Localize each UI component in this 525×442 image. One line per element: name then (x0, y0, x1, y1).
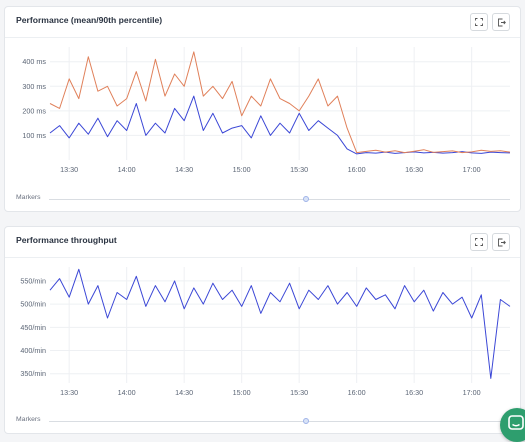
x-tick-label: 16:00 (348, 388, 366, 397)
x-tick-label: 16:30 (405, 388, 423, 397)
series-line-0 (49, 268, 511, 379)
x-tick-label: 15:00 (233, 165, 251, 174)
expand-icon (475, 238, 483, 246)
markers-track (49, 199, 510, 200)
x-tick-label: 17:00 (463, 388, 481, 397)
chat-widget-button[interactable] (500, 408, 525, 442)
markers-label: Markers (16, 194, 41, 201)
y-tick-label: 500/min (20, 300, 46, 309)
expand-button[interactable] (470, 13, 488, 31)
x-tick-label: 13:30 (60, 388, 78, 397)
markers-track (49, 421, 510, 422)
y-tick-label: 100 ms (22, 131, 46, 140)
y-tick-label: 300 ms (22, 82, 46, 91)
x-tick-label: 14:30 (175, 165, 193, 174)
x-tick-label: 15:00 (233, 388, 251, 397)
x-tick-label: 15:30 (290, 165, 308, 174)
y-tick-label: 450/min (20, 323, 46, 332)
expand-icon (475, 18, 483, 26)
x-tick-label: 14:00 (118, 388, 136, 397)
panel-header: Performance (mean/90th percentile) (5, 7, 520, 38)
expand-button[interactable] (470, 233, 488, 251)
y-tick-label: 550/min (20, 276, 46, 285)
y-tick-label: 200 ms (22, 106, 46, 115)
performance-chart: 13:30 14:00 14:30 15:00 15:30 16:00 16:30 17:00… (22, 47, 511, 174)
series-line-1 (49, 51, 511, 154)
export-button[interactable] (492, 13, 510, 31)
x-tick-label: 14:00 (118, 165, 136, 174)
y-tick-label: 350/min (20, 369, 46, 378)
throughput-chart: 13:30 14:00 14:30 15:00 15:30 16:00 16:30 17:00… (20, 267, 511, 397)
markers-slider-handle[interactable] (303, 196, 309, 202)
x-tick-label: 17:00 (463, 165, 481, 174)
y-tick-label: 400 ms (22, 57, 46, 66)
markers-slider-handle[interactable] (303, 418, 309, 424)
chat-icon (508, 415, 524, 430)
markers-row: Markers (5, 415, 520, 429)
x-tick-label: 16:30 (405, 165, 423, 174)
panel-header: Performance throughput (5, 227, 520, 258)
panel-title: Performance (mean/90th percentile) (16, 15, 163, 25)
x-tick-label: 16:00 (348, 165, 366, 174)
x-tick-label: 13:30 (60, 165, 78, 174)
export-button[interactable] (492, 233, 510, 251)
markers-row: Markers (5, 193, 520, 207)
export-icon (497, 238, 506, 246)
export-icon (497, 18, 506, 26)
y-tick-label: 400/min (20, 346, 46, 355)
markers-label: Markers (16, 416, 41, 423)
performance-panel: Performance (mean/90th percentile) 13:30… (4, 6, 521, 212)
throughput-panel: Performance throughput 13:30 14:00 14:30 15… (4, 226, 521, 434)
x-tick-label: 14:30 (175, 388, 193, 397)
x-tick-label: 15:30 (290, 388, 308, 397)
panel-title: Performance throughput (16, 235, 117, 245)
